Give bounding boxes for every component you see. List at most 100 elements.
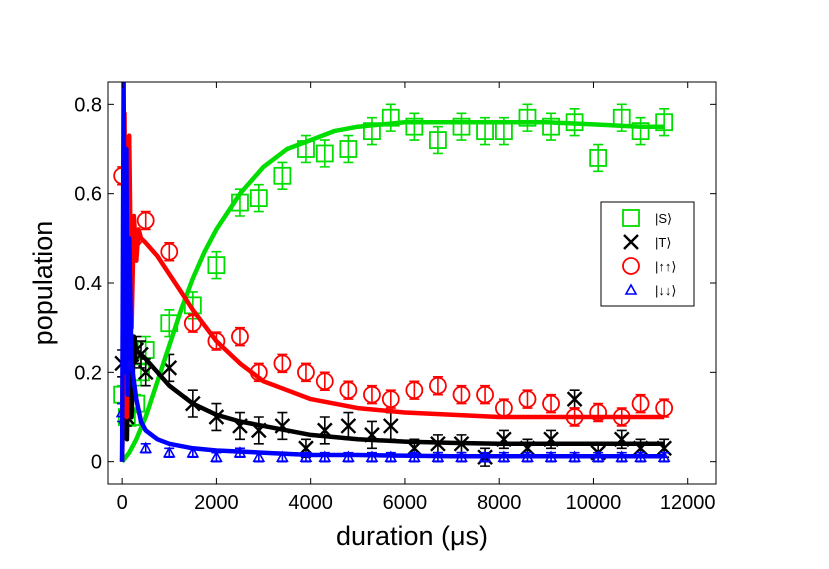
- y-axis-label: population: [28, 221, 58, 346]
- data-point: [542, 117, 560, 136]
- data-point: [405, 117, 424, 136]
- data-point: [542, 394, 560, 413]
- data-point: [297, 363, 315, 382]
- data-point: [631, 394, 650, 413]
- data-point: [139, 441, 153, 454]
- data-point: [210, 450, 223, 462]
- legend-marker: [624, 283, 638, 295]
- x-tick-label: 8000: [477, 492, 522, 514]
- error-bar: [385, 103, 396, 132]
- error-bar: [635, 116, 646, 146]
- data-point: [273, 354, 292, 373]
- data-point: [186, 446, 200, 458]
- error-bar: [385, 389, 396, 409]
- fit-curve-2: [119, 111, 665, 462]
- data-point: [137, 364, 154, 381]
- data-point: [207, 256, 226, 275]
- y-tick-label: 0.8: [74, 94, 102, 116]
- x-tick-label: 10000: [566, 492, 622, 514]
- data-point: [429, 376, 447, 395]
- fit-curve-0: [120, 119, 665, 464]
- y-tick-label: 0.6: [74, 184, 102, 206]
- data-point: [249, 189, 268, 208]
- error-bar: [277, 353, 288, 374]
- legend: |S⟩ |T⟩ |↑↑⟩ |↓↓⟩: [600, 201, 695, 307]
- legend-marker: [622, 209, 640, 227]
- data-point: [452, 117, 471, 136]
- error-bar: [432, 125, 443, 155]
- axis-ticks: 0 2000 4000 6000 8000 10000 12000 0 0.2 0.4 0.6 0.8: [74, 82, 716, 514]
- error-bar: [164, 242, 175, 262]
- data-point: [160, 242, 179, 261]
- data-point: [315, 372, 334, 391]
- data-point: [452, 385, 471, 404]
- error-bar: [456, 384, 467, 405]
- data-point: [429, 131, 447, 149]
- error-bar: [546, 393, 557, 414]
- data-point: [518, 108, 537, 127]
- error-bar: [546, 112, 557, 141]
- fit-curve-1: [119, 316, 665, 462]
- error-bar: [211, 250, 222, 280]
- data-point: [276, 450, 289, 462]
- error-bar: [300, 362, 311, 383]
- data-point: [273, 166, 292, 185]
- error-bar: [343, 380, 354, 400]
- x-tick-label: 2000: [194, 492, 239, 514]
- data-point: [589, 403, 608, 422]
- data-point: [405, 381, 424, 400]
- data-point: [231, 327, 249, 346]
- error-bar: [456, 112, 467, 141]
- data-point: [655, 113, 674, 132]
- y-tick-label: 0.2: [74, 362, 102, 384]
- data-point: [339, 140, 358, 158]
- x-tick-label: 6000: [383, 492, 428, 514]
- legend-box: [600, 201, 695, 307]
- error-bar: [593, 143, 604, 173]
- data-point: [136, 211, 155, 230]
- data-point: [518, 390, 537, 409]
- data-point: [252, 450, 266, 462]
- legend-label: |↑↑⟩: [655, 259, 676, 274]
- x-tick-label: 4000: [288, 492, 333, 514]
- error-bar: [366, 384, 377, 405]
- x-axis-label: duration (μs): [336, 521, 488, 551]
- error-bar: [277, 161, 288, 190]
- data-point: [589, 149, 608, 167]
- x-tick-label: 0: [117, 492, 128, 514]
- error-bar: [432, 376, 443, 396]
- legend-label: |T⟩: [655, 235, 671, 250]
- fit-curve-3: [119, 82, 665, 462]
- data-point: [476, 385, 494, 404]
- data-point: [315, 144, 334, 163]
- data-point: [162, 446, 176, 458]
- legend-label: |↓↓⟩: [655, 283, 676, 298]
- data-point: [631, 122, 650, 141]
- data-point: [340, 418, 357, 434]
- error-bar: [343, 134, 354, 164]
- error-bar: [522, 389, 533, 409]
- data-point: [382, 418, 399, 434]
- error-bar: [253, 183, 264, 213]
- error-bar: [409, 380, 420, 400]
- error-bar: [234, 326, 245, 347]
- error-bar: [522, 103, 533, 132]
- error-bar: [409, 112, 420, 141]
- legend-marker: [622, 257, 640, 275]
- error-bar: [480, 384, 491, 405]
- error-bar: [319, 139, 330, 168]
- error-bar: [366, 116, 377, 146]
- error-bar: [659, 108, 670, 137]
- data-point: [566, 391, 583, 407]
- error-bar: [140, 210, 151, 231]
- y-tick-label: 0.4: [74, 273, 102, 295]
- plot-area: [113, 82, 674, 467]
- data-point: [207, 332, 226, 350]
- error-bar: [635, 393, 646, 414]
- data-point: [381, 390, 400, 409]
- legend-marker: [623, 234, 639, 250]
- data-point: [339, 381, 358, 400]
- data-point: [363, 385, 381, 404]
- x-tick-label: 12000: [660, 492, 716, 514]
